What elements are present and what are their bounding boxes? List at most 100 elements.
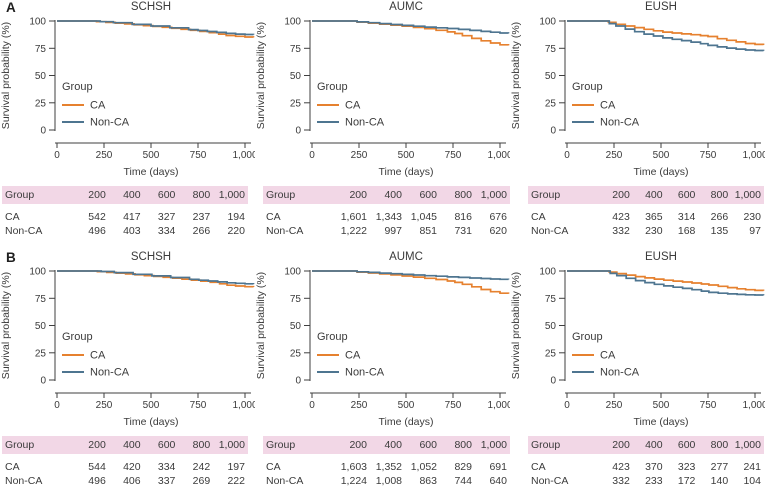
km-curve-ca bbox=[567, 270, 765, 292]
risk-table-eush-b: Group 200 400 600 800 1,000 CA 423 370 323 277 241 N… bbox=[510, 436, 766, 488]
risk-count: 197 bbox=[227, 461, 245, 473]
risk-count: 172 bbox=[677, 475, 696, 487]
risk-count: 1,000 bbox=[218, 438, 245, 451]
risk-count: 997 bbox=[384, 225, 402, 237]
risk-count: 1,603 bbox=[340, 461, 367, 473]
risk-count: 1,224 bbox=[340, 475, 367, 487]
risk-table-row: CA 423 370 323 277 241 bbox=[528, 461, 764, 474]
risk-count: 233 bbox=[645, 475, 663, 487]
risk-count: 230 bbox=[645, 225, 663, 237]
risk-count: 1,343 bbox=[375, 211, 402, 223]
risk-count: 800 bbox=[192, 188, 211, 201]
y-tick-label: 50 bbox=[545, 321, 557, 332]
y-tick-label: 75 bbox=[290, 44, 302, 55]
x-axis-title: Time (days) bbox=[633, 416, 688, 428]
y-tick-label: 100 bbox=[539, 17, 556, 28]
risk-count: 97 bbox=[749, 225, 761, 237]
y-tick-label: 75 bbox=[290, 294, 302, 305]
risk-count: 600 bbox=[157, 438, 176, 451]
y-tick-label: 50 bbox=[35, 71, 47, 82]
x-tick-label: 250 bbox=[96, 400, 113, 411]
legend-title: Group bbox=[572, 81, 603, 93]
x-tick-label: 750 bbox=[190, 150, 207, 161]
section-a: A SCHSH Survival probability (%) 100 75 50 25… bbox=[0, 0, 766, 238]
risk-count: 496 bbox=[88, 475, 106, 487]
risk-count: 1,352 bbox=[375, 461, 402, 473]
risk-row-label: CA bbox=[266, 211, 281, 223]
y-axis-title: Survival probability (%) bbox=[510, 22, 522, 129]
legend-label: Non-CA bbox=[345, 367, 385, 379]
risk-row-label: CA bbox=[5, 211, 20, 223]
panel-title: EUSH bbox=[645, 251, 677, 263]
y-tick-label: 50 bbox=[545, 71, 557, 82]
risk-table-row: Non-CA 496 403 334 266 220 bbox=[2, 225, 248, 238]
risk-count: 731 bbox=[454, 225, 472, 237]
x-tick-label: 750 bbox=[445, 150, 462, 161]
legend-label: CA bbox=[600, 350, 616, 362]
risk-count: 829 bbox=[454, 461, 472, 473]
panel-title: EUSH bbox=[645, 1, 677, 13]
risk-count: 365 bbox=[645, 211, 663, 223]
x-tick-label: 750 bbox=[700, 400, 717, 411]
x-tick-label: 500 bbox=[653, 400, 670, 411]
y-tick-label: 75 bbox=[35, 44, 47, 55]
risk-count: 135 bbox=[710, 225, 729, 237]
risk-count: 277 bbox=[710, 461, 729, 473]
legend-label: Non-CA bbox=[90, 367, 130, 379]
km-panel-schsh-a: SCHSH Survival probability (%) 100 75 50 25 0 0… bbox=[0, 0, 255, 180]
risk-table-header: Group 200 400 600 800 1,000 bbox=[263, 436, 510, 454]
y-tick-label: 100 bbox=[284, 267, 301, 278]
section-a-panels: SCHSH Survival probability (%) 100 75 50 25 0 0… bbox=[0, 0, 766, 180]
risk-count: 691 bbox=[489, 461, 507, 473]
risk-count: 640 bbox=[489, 475, 507, 487]
risk-count: 800 bbox=[710, 438, 729, 451]
risk-count: 496 bbox=[88, 225, 106, 237]
x-tick-label: 1,000 bbox=[232, 150, 255, 161]
risk-table-row: Non-CA 1,222 997 851 731 620 bbox=[263, 225, 510, 238]
risk-count: 222 bbox=[227, 475, 245, 487]
risk-row-label: Non-CA bbox=[266, 225, 304, 237]
risk-count: 1,000 bbox=[734, 438, 761, 451]
km-panel-eush-a: EUSH Survival probability (%) 100 75 50 25 0 0 2… bbox=[510, 0, 766, 180]
panel-title: SCHSH bbox=[131, 1, 171, 13]
risk-count: 241 bbox=[743, 461, 761, 473]
risk-count: 332 bbox=[612, 475, 630, 487]
km-curve-non-ca bbox=[567, 20, 765, 52]
legend-label: Non-CA bbox=[600, 117, 640, 129]
risk-count: 400 bbox=[645, 438, 663, 451]
km-panel-eush-b: EUSH Survival probability (%) 100 75 50 25 0 0 2… bbox=[510, 250, 766, 430]
risk-table-row: CA 544 420 334 242 197 bbox=[2, 461, 248, 474]
km-curve-ca bbox=[57, 20, 255, 38]
risk-count: 1,601 bbox=[340, 211, 367, 223]
risk-count: 600 bbox=[157, 188, 176, 201]
y-tick-label: 50 bbox=[290, 321, 302, 332]
y-tick-label: 0 bbox=[295, 126, 301, 137]
panel-title: SCHSH bbox=[131, 251, 171, 263]
x-tick-label: 750 bbox=[445, 400, 462, 411]
risk-count: 200 bbox=[88, 188, 106, 201]
risk-count: 323 bbox=[677, 461, 696, 473]
risk-table-header: Group 200 400 600 800 1,000 bbox=[528, 436, 764, 454]
x-tick-label: 250 bbox=[351, 150, 368, 161]
risk-count: 800 bbox=[192, 438, 211, 451]
panel-title: AUMC bbox=[389, 1, 423, 13]
km-curve-non-ca bbox=[312, 270, 510, 281]
risk-count: 863 bbox=[419, 475, 437, 487]
x-tick-label: 500 bbox=[398, 400, 415, 411]
y-tick-label: 0 bbox=[550, 126, 556, 137]
risk-count: 1,000 bbox=[480, 188, 507, 201]
y-tick-label: 50 bbox=[35, 321, 47, 332]
risk-count: 242 bbox=[192, 461, 211, 473]
risk-count: 816 bbox=[454, 211, 472, 223]
risk-count: 542 bbox=[88, 211, 106, 223]
legend-title: Group bbox=[317, 331, 348, 343]
risk-count: 800 bbox=[454, 438, 472, 451]
x-tick-label: 0 bbox=[564, 400, 570, 411]
legend-title: Group bbox=[62, 331, 93, 343]
risk-count: 400 bbox=[123, 438, 141, 451]
risk-row-label: Group bbox=[266, 188, 296, 201]
